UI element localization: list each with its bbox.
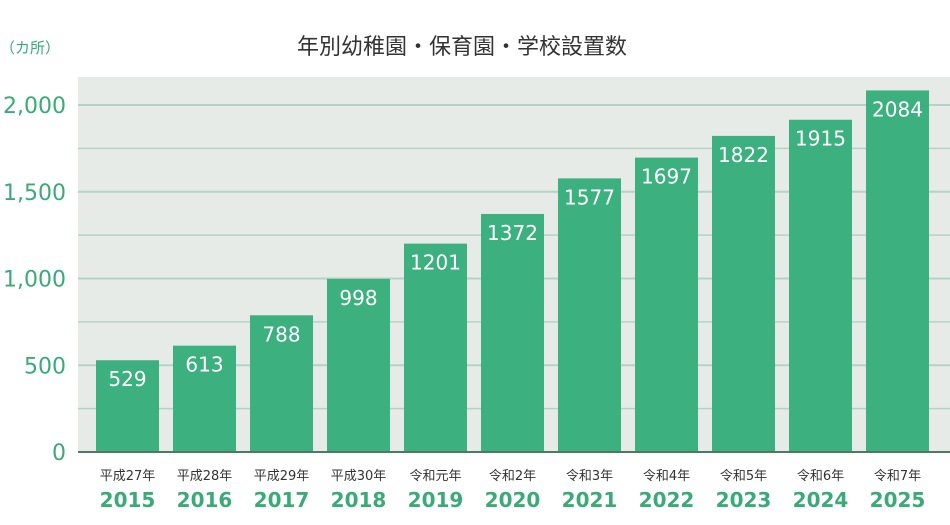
x-tick-era-label: 令和6年 [797,469,844,484]
data-label: 1697 [641,165,692,189]
x-tick-era-label: 平成29年 [254,469,310,484]
x-tick-era-label: 平成28年 [177,469,233,484]
data-label: 998 [339,286,377,310]
y-tick-label: 500 [24,354,66,379]
x-tick-year-label: 2020 [485,488,541,512]
x-tick-era-label: 平成27年 [100,469,156,484]
x-tick-era-label: 令和2年 [489,469,536,484]
data-label: 1822 [718,143,769,167]
chart-title: 年別幼稚園・保育園・学校設置数 [297,35,627,60]
bar-2023 [712,135,775,452]
bar-2017 [250,315,313,452]
data-label: 1577 [564,185,615,209]
y-tick-label: 1,000 [3,268,66,293]
x-tick-year-label: 2016 [177,488,233,512]
x-tick-era-label: 令和4年 [643,469,690,484]
bar-2025 [866,90,929,453]
x-tick-era-label: 令和元年 [409,469,461,484]
bar-2019 [404,243,467,452]
bar-2022 [635,157,698,452]
x-tick-era-label: 令和3年 [566,469,613,484]
bar-2020 [481,213,544,452]
data-label: 788 [262,322,300,346]
x-tick-year-label: 2018 [331,488,387,512]
bar-2016 [173,345,236,452]
bar-2018 [327,278,390,452]
y-tick-label: 1,500 [3,181,66,206]
bar-2024 [789,119,852,452]
data-label: 1201 [410,251,461,275]
x-tick-year-label: 2017 [254,488,310,512]
data-label: 1915 [795,127,846,151]
y-axis-label: （カ所） [0,39,60,57]
data-label: 2084 [872,97,923,121]
y-tick-label: 0 [52,441,66,466]
y-tick-label: 2,000 [3,94,66,119]
x-tick-year-label: 2023 [716,488,772,512]
x-tick-year-label: 2025 [870,488,926,512]
x-tick-year-label: 2024 [793,488,849,512]
data-label: 613 [185,353,223,377]
data-label: 529 [108,367,146,391]
bar-2021 [558,178,621,452]
x-tick-year-label: 2015 [100,488,156,512]
x-tick-year-label: 2021 [562,488,618,512]
x-tick-era-label: 令和5年 [720,469,767,484]
x-tick-era-label: 令和7年 [874,469,921,484]
bar-2015 [96,360,159,452]
x-tick-era-label: 平成30年 [331,469,387,484]
x-tick-year-label: 2019 [408,488,464,512]
data-label: 1372 [487,221,538,245]
x-tick-year-label: 2022 [639,488,695,512]
